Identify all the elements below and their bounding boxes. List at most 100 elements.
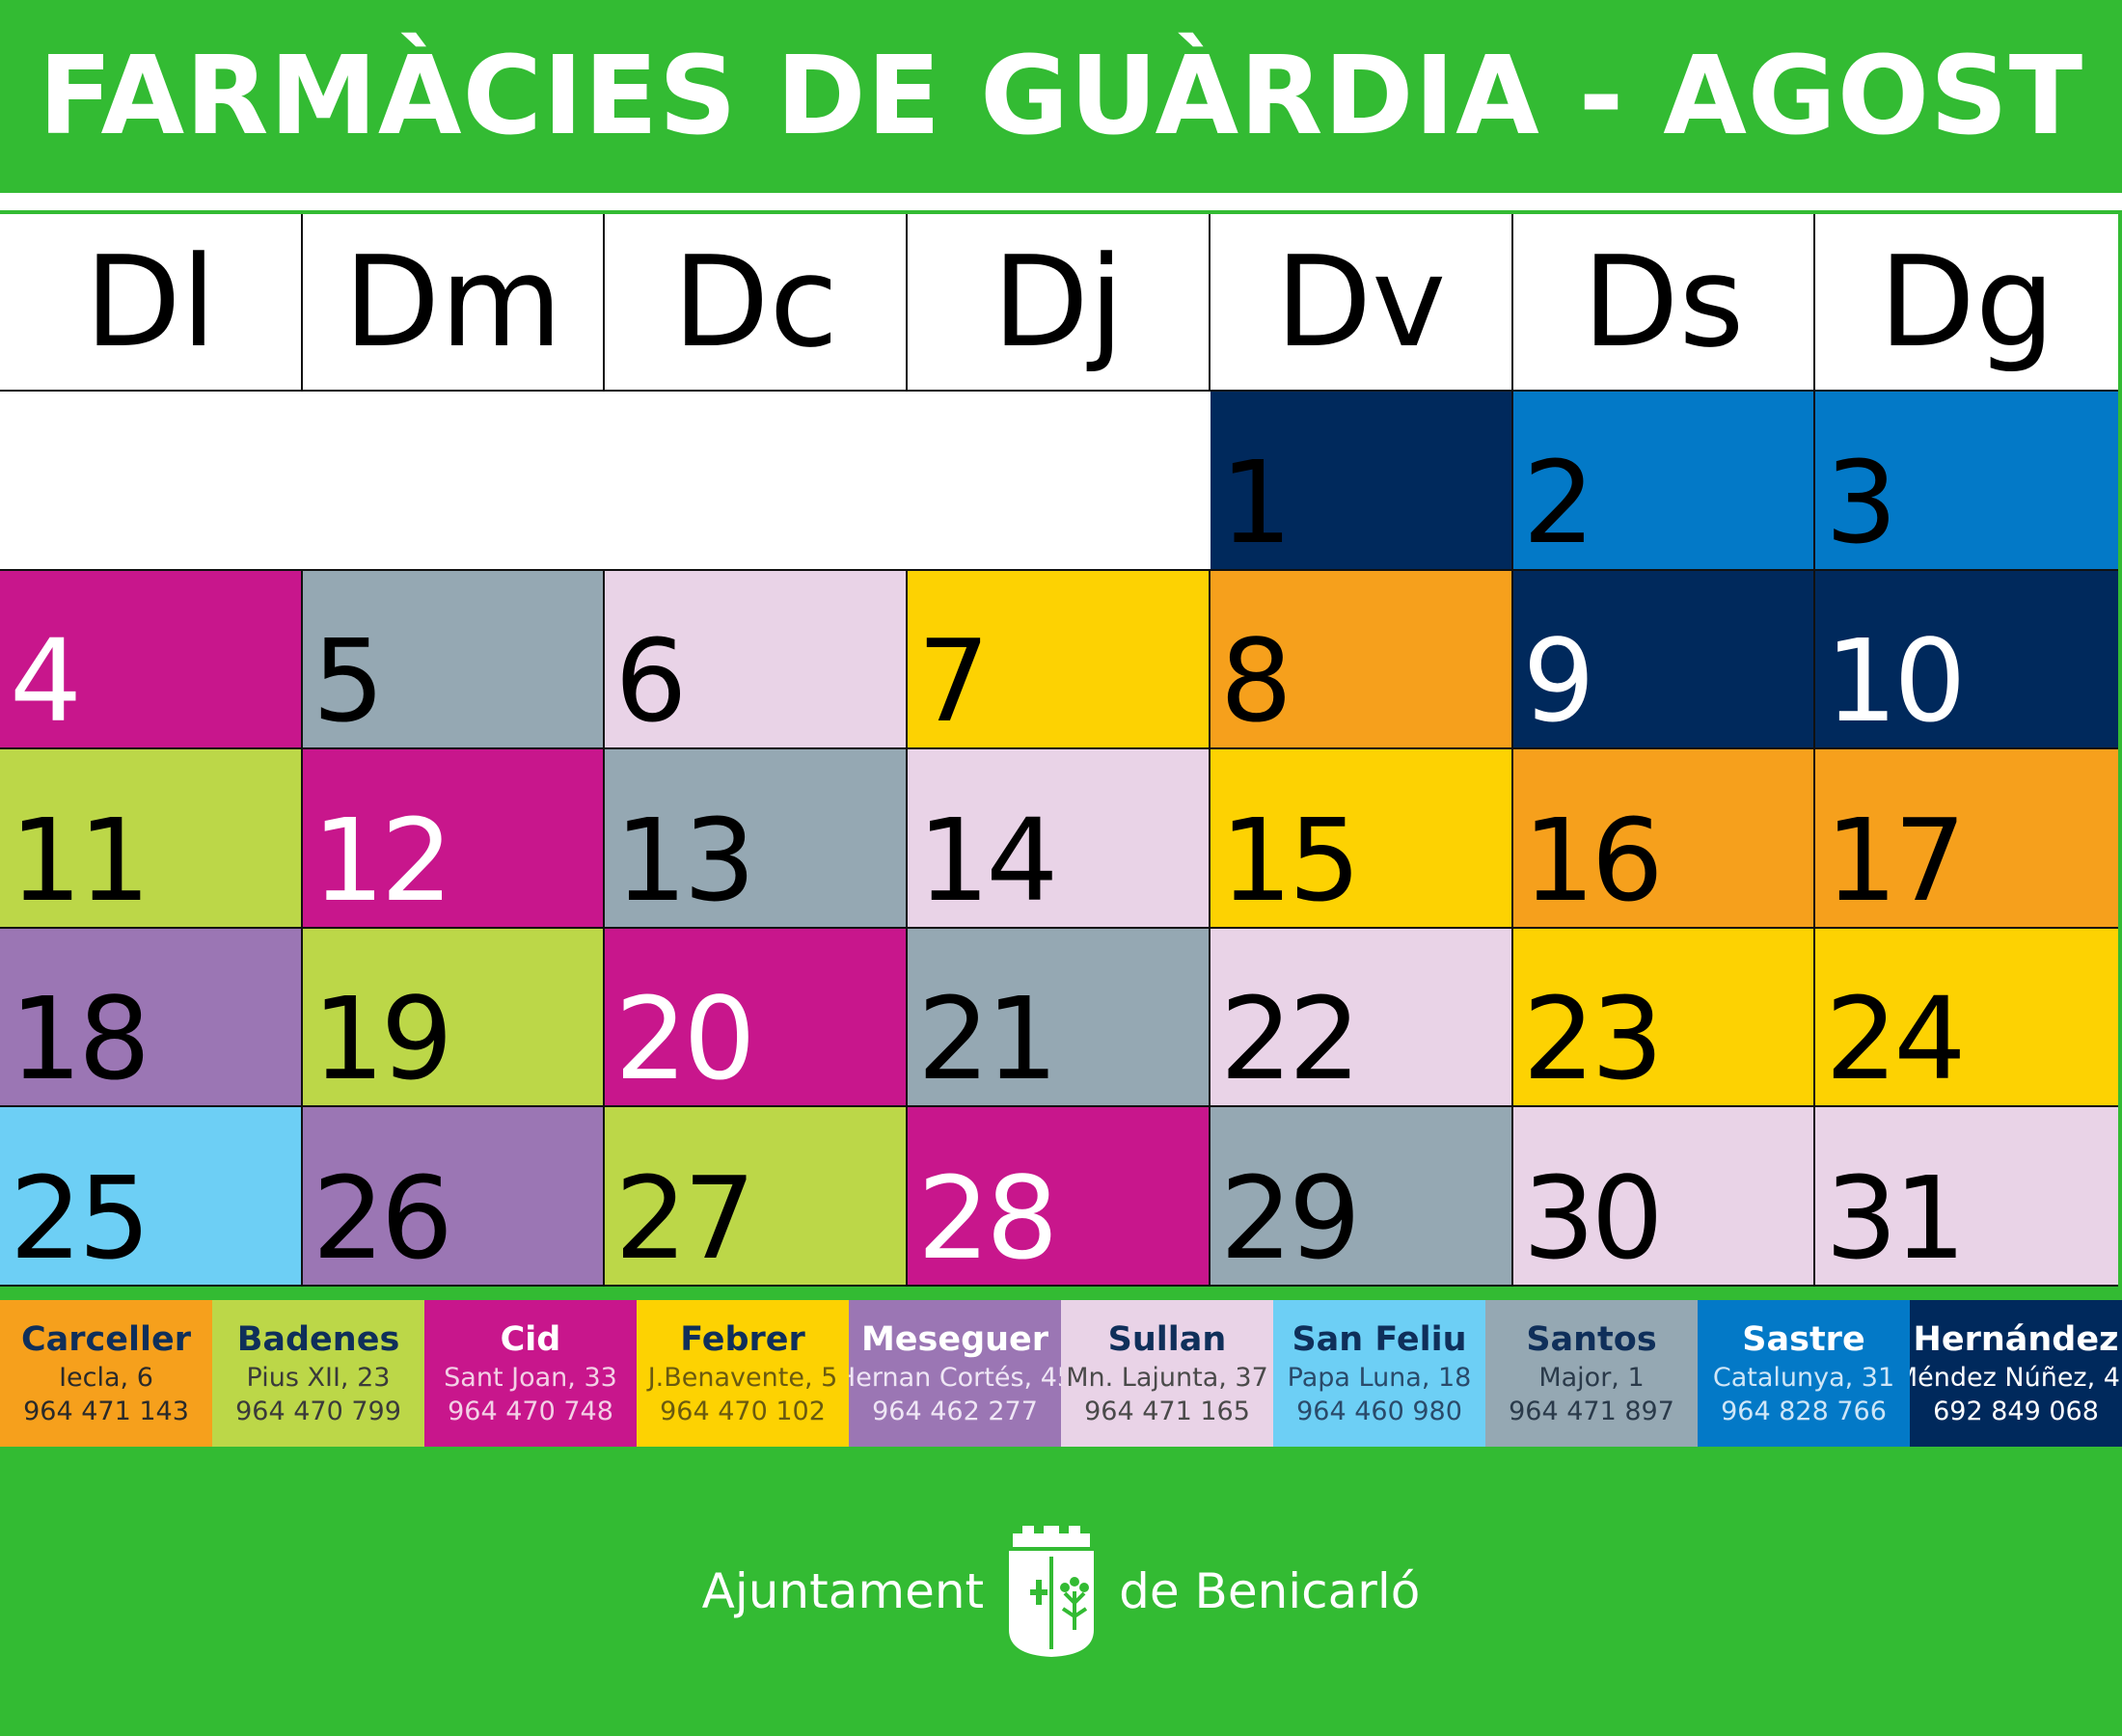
day-cell: 22	[1210, 928, 1513, 1108]
day-number: 9	[1522, 614, 1595, 748]
page-title: FARMÀCIES DE GUÀRDIA - AGOST	[38, 34, 2084, 159]
footer-logo: Ajuntament de Benicarló	[0, 1524, 2122, 1659]
day-number: 31	[1825, 1152, 1966, 1285]
day-cell: 20	[605, 928, 909, 1108]
day-number: 25	[10, 1152, 150, 1285]
day-number: 3	[1825, 435, 1897, 569]
day-cell: 4	[0, 570, 303, 750]
pharmacy-legend-item: Febrer J.Benavente, 5 964 470 102	[637, 1300, 849, 1447]
pharmacy-address: Catalunya, 31	[1712, 1363, 1895, 1393]
day-cell: 1	[1210, 392, 1513, 571]
day-cell: 19	[302, 928, 606, 1108]
footer-left-text: Ajuntament	[701, 1563, 985, 1619]
day-number: 30	[1522, 1152, 1664, 1285]
pharmacy-phone: 964 470 102	[660, 1397, 826, 1426]
pharmacy-phone: 964 471 143	[23, 1397, 189, 1426]
day-number: 22	[1219, 972, 1361, 1106]
day-number: 7	[917, 614, 990, 748]
day-cell: 6	[605, 570, 909, 750]
day-number: 20	[614, 972, 755, 1106]
pharmacy-legend-item: San Feliu Papa Luna, 18 964 460 980	[1273, 1300, 1485, 1447]
weekday-header: Dm	[302, 214, 606, 392]
day-cell: 26	[302, 1107, 606, 1287]
weekday-header: Dl	[0, 214, 303, 392]
pharmacy-phone: 964 470 748	[448, 1397, 613, 1426]
day-cell: 8	[1210, 570, 1513, 750]
weekday-header: Dv	[1210, 214, 1513, 392]
pharmacy-phone: 964 470 799	[235, 1397, 401, 1426]
day-cell: 3	[1815, 392, 2118, 571]
footer-right-text: de Benicarló	[1119, 1563, 1421, 1619]
day-number: 6	[614, 614, 687, 748]
pharmacy-legend-item: Sullan Mn. Lajunta, 37 964 471 165	[1061, 1300, 1273, 1447]
pharmacy-address: Hernan Cortés, 45	[849, 1363, 1061, 1393]
day-number: 5	[312, 614, 385, 748]
day-number: 10	[1825, 614, 1966, 748]
weekday-header: Dc	[605, 214, 909, 392]
pharmacy-name: Hernández	[1913, 1320, 2119, 1359]
day-number: 24	[1825, 972, 1966, 1106]
day-cell: 30	[1512, 1107, 1816, 1287]
day-cell: 23	[1512, 928, 1816, 1108]
pharmacy-phone: 964 471 165	[1084, 1397, 1250, 1426]
pharmacy-phone: 964 828 766	[1721, 1397, 1887, 1426]
day-number: 13	[614, 793, 755, 927]
pharmacy-name: Sastre	[1742, 1320, 1865, 1359]
pharmacy-address: Méndez Núñez, 47	[1910, 1363, 2122, 1393]
pharmacy-name: Cid	[500, 1320, 561, 1359]
weekday-header: Dg	[1815, 214, 2118, 392]
day-cell: 13	[605, 749, 909, 929]
pharmacy-name: Sullan	[1107, 1320, 1227, 1359]
day-cell: 11	[0, 749, 303, 929]
day-cell: 25	[0, 1107, 303, 1287]
day-cell: 29	[1210, 1107, 1513, 1287]
pharmacy-legend-item: Sastre Catalunya, 31 964 828 766	[1698, 1300, 1910, 1447]
pharmacy-phone: 692 849 068	[1933, 1397, 2099, 1426]
day-number: 15	[1219, 793, 1361, 927]
pharmacy-phone: 964 460 980	[1296, 1397, 1462, 1426]
day-cell: 24	[1815, 928, 2118, 1108]
day-number: 2	[1522, 435, 1595, 569]
empty-days	[0, 392, 1211, 571]
pharmacy-legend-item: Badenes Pius XII, 23 964 470 799	[212, 1300, 424, 1447]
day-number: 8	[1219, 614, 1292, 748]
pharmacy-address: Major, 1	[1538, 1363, 1645, 1393]
pharmacy-legend-item: Hernández Méndez Núñez, 47 692 849 068	[1910, 1300, 2122, 1447]
day-cell: 16	[1512, 749, 1816, 929]
pharmacy-name: Santos	[1526, 1320, 1657, 1359]
day-cell: 28	[908, 1107, 1211, 1287]
day-number: 23	[1522, 972, 1664, 1106]
weekday-header: Ds	[1512, 214, 1816, 392]
day-number: 29	[1219, 1152, 1361, 1285]
day-number: 27	[614, 1152, 755, 1285]
pharmacy-phone: 964 462 277	[872, 1397, 1038, 1426]
day-number: 17	[1825, 793, 1966, 927]
day-number: 14	[917, 793, 1058, 927]
day-number: 11	[10, 793, 150, 927]
pharmacy-phone: 964 471 897	[1509, 1397, 1674, 1426]
pharmacy-legend-item: Meseguer Hernan Cortés, 45 964 462 277	[849, 1300, 1061, 1447]
pharmacy-address: Iecla, 6	[59, 1363, 153, 1393]
day-number: 4	[10, 614, 82, 748]
pharmacy-legend-item: Santos Major, 1 964 471 897	[1485, 1300, 1698, 1447]
title-divider	[0, 193, 2122, 210]
day-cell: 31	[1815, 1107, 2118, 1287]
day-cell: 21	[908, 928, 1211, 1108]
pharmacy-address: Pius XII, 23	[246, 1363, 391, 1393]
day-number: 26	[312, 1152, 453, 1285]
pharmacy-name: Meseguer	[860, 1320, 1049, 1359]
pharmacy-address: J.Benavente, 5	[647, 1363, 838, 1393]
day-cell: 15	[1210, 749, 1513, 929]
pharmacy-name: Febrer	[680, 1320, 805, 1359]
day-number: 21	[917, 972, 1058, 1106]
pharmacy-address: Mn. Lajunta, 37	[1066, 1363, 1268, 1393]
pharmacy-address: Papa Luna, 18	[1287, 1363, 1472, 1393]
day-cell: 10	[1815, 570, 2118, 750]
day-number: 12	[312, 793, 453, 927]
day-cell: 9	[1512, 570, 1816, 750]
day-cell: 14	[908, 749, 1211, 929]
pharmacy-legend: Carceller Iecla, 6 964 471 143 Badenes Pius …	[0, 1300, 2122, 1447]
pharmacy-name: San Feliu	[1292, 1320, 1467, 1359]
pharmacy-name: Badenes	[236, 1320, 400, 1359]
day-number: 1	[1219, 435, 1292, 569]
